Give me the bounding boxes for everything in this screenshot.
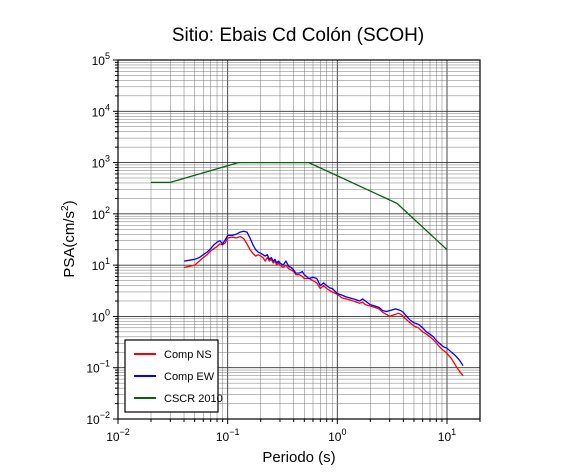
x-axis-label: Periodo (s) [262, 449, 335, 466]
y-axis-label-main: PSA(cm/s [61, 211, 78, 278]
y-tick-label-exp: 5 [105, 51, 110, 61]
y-tick-label-exp: −1 [100, 359, 110, 369]
legend: Comp NS Comp EW CSCR 2010 [124, 339, 223, 413]
y-tick-label: 104 [92, 102, 110, 119]
y-tick-label: 105 [92, 51, 110, 68]
x-tick-label: 100 [328, 427, 346, 444]
y-tick-label-exp: 2 [105, 205, 110, 215]
y-tick-label-exp: −2 [100, 410, 110, 420]
y-tick-label-base: 10 [86, 362, 100, 376]
x-tick-label: 10−1 [216, 427, 240, 444]
y-axis-label-close: ) [61, 200, 78, 205]
legend-label-comp-ns: Comp NS [164, 349, 212, 361]
y-tick-label-base: 10 [86, 413, 100, 427]
y-tick-label-base: 10 [92, 157, 106, 171]
plot-frame [117, 59, 481, 420]
y-tick-label-exp: 3 [105, 154, 110, 164]
y-axis-label-sup: 2 [60, 205, 71, 211]
y-tick-label: 10−2 [86, 410, 110, 427]
y-tick-label-base: 10 [92, 105, 106, 119]
y-tick-label-exp: 0 [105, 307, 110, 317]
legend-label-cscr-2010: CSCR 2010 [164, 393, 223, 405]
x-tick-label-exp: −1 [229, 427, 239, 437]
x-tick-label: 10−2 [106, 427, 130, 444]
y-axis-label: PSA(cm/s2) [60, 200, 78, 277]
grid [117, 59, 481, 420]
y-tick-label-base: 10 [92, 259, 106, 273]
series-line-comp-ew [183, 230, 464, 366]
y-tick-label-exp: 4 [105, 102, 110, 112]
legend-items: Comp NS Comp EW CSCR 2010 [134, 349, 223, 405]
y-tick-label: 102 [92, 205, 110, 222]
x-tick-label-exp: −2 [120, 427, 130, 437]
x-tick-label-base: 10 [106, 430, 120, 444]
x-tick-label-exp: 1 [451, 427, 456, 437]
series-layer [151, 161, 464, 377]
series-line-cscr-2010 [151, 161, 448, 251]
x-tick-label-exp: 0 [341, 427, 346, 437]
y-tick-label-base: 10 [92, 208, 106, 222]
y-tick-label-exp: 1 [105, 256, 110, 266]
x-tick-label-base: 10 [438, 430, 452, 444]
x-tick-label-base: 10 [328, 430, 342, 444]
tick-marks [113, 59, 481, 424]
x-tick-labels: 10−2 10−1 100 101 [106, 427, 456, 444]
y-tick-label: 101 [92, 256, 110, 273]
x-tick-label: 101 [438, 427, 456, 444]
y-tick-label-base: 10 [92, 54, 106, 68]
y-tick-label: 103 [92, 154, 110, 171]
legend-label-comp-ew: Comp EW [164, 371, 215, 383]
y-tick-label: 10−1 [86, 359, 110, 376]
y-tick-label: 100 [92, 307, 110, 324]
y-tick-label-base: 10 [92, 310, 106, 324]
x-tick-label-base: 10 [216, 430, 230, 444]
chart-title: Sitio: Ebais Cd Colón (SCOH) [172, 25, 424, 46]
series-line-comp-ns [183, 235, 464, 377]
